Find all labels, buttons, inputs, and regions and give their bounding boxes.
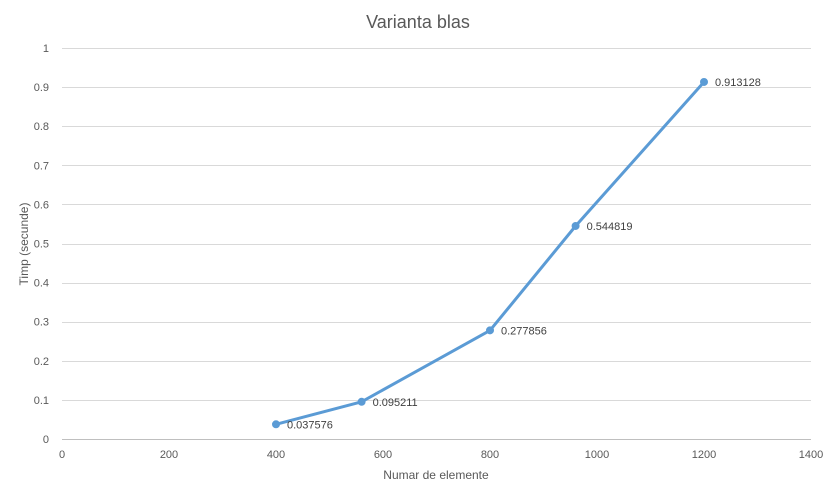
- x-axis-title: Numar de elemente: [383, 468, 489, 482]
- data-label: 0.277856: [501, 325, 547, 337]
- gridlines: [62, 48, 811, 440]
- y-tick-label: 0.7: [34, 160, 49, 172]
- x-tick-label: 1400: [799, 449, 823, 461]
- data-point: [486, 326, 494, 335]
- y-axis-title: Timp (secunde): [17, 203, 31, 286]
- y-tick-label: 0: [43, 434, 49, 446]
- y-tick-label: 1: [43, 43, 49, 55]
- data-label: 0.913128: [715, 77, 761, 89]
- y-tick-label: 0.9: [34, 82, 49, 94]
- x-axis-ticks: 0 200 400 600 800 1000 1200 1400: [59, 449, 823, 461]
- data-label: 0.095211: [373, 397, 418, 409]
- data-label: 0.544819: [587, 221, 633, 233]
- x-tick-label: 400: [267, 449, 285, 461]
- data-point: [571, 221, 580, 230]
- data-point: [357, 397, 366, 406]
- chart-title: Varianta blas: [366, 12, 470, 32]
- y-tick-label: 0.6: [34, 199, 49, 211]
- y-tick-label: 0.5: [34, 239, 49, 251]
- series-group: 0.037576 0.095211 0.277856 0.544819 0.913128: [272, 77, 761, 431]
- y-tick-label: 0.8: [34, 121, 49, 133]
- x-tick-label: 200: [160, 449, 178, 461]
- x-tick-label: 600: [374, 449, 392, 461]
- x-tick-label: 0: [59, 449, 65, 461]
- x-tick-label: 1200: [692, 449, 716, 461]
- y-tick-label: 0.2: [34, 356, 49, 368]
- data-point: [700, 77, 708, 86]
- data-point: [272, 420, 280, 429]
- y-axis-ticks: 0 0.1 0.2 0.3 0.4 0.5 0.6 0.7 0.8 0.9 1: [34, 43, 49, 446]
- y-tick-label: 0.3: [34, 317, 49, 329]
- data-label: 0.037576: [287, 419, 333, 431]
- x-tick-label: 800: [481, 449, 499, 461]
- x-tick-label: 1000: [585, 449, 609, 461]
- y-tick-label: 0.1: [34, 395, 49, 407]
- y-tick-label: 0.4: [34, 278, 49, 290]
